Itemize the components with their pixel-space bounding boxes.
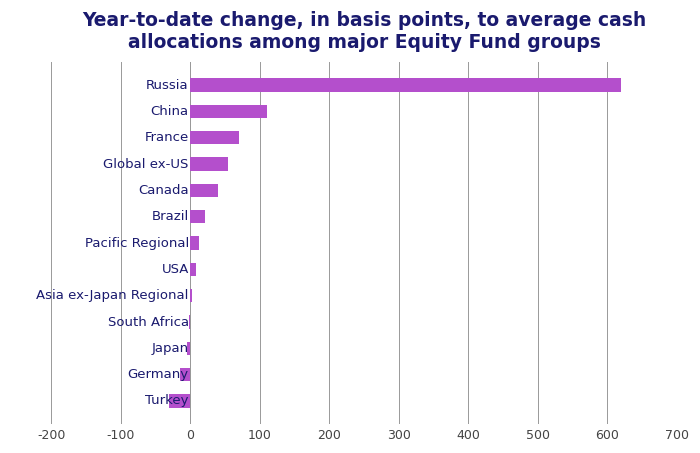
Bar <box>190 289 192 302</box>
Bar <box>190 105 267 118</box>
Text: France: France <box>145 131 189 144</box>
Text: Pacific Regional: Pacific Regional <box>85 236 189 250</box>
Text: Canada: Canada <box>138 184 189 197</box>
Text: China: China <box>150 105 189 118</box>
Bar <box>190 236 199 250</box>
Text: USA: USA <box>162 263 189 276</box>
Bar <box>190 263 196 276</box>
Bar <box>169 395 190 408</box>
Text: Global ex-US: Global ex-US <box>104 158 189 170</box>
Bar <box>190 131 239 144</box>
Text: Turkey: Turkey <box>146 395 189 408</box>
Bar <box>189 315 190 328</box>
Bar <box>180 368 190 381</box>
Title: Year-to-date change, in basis points, to average cash
allocations among major Eq: Year-to-date change, in basis points, to… <box>82 11 646 52</box>
Bar <box>190 210 206 223</box>
Bar <box>187 342 190 355</box>
Text: Russia: Russia <box>146 78 189 92</box>
Bar <box>190 158 228 171</box>
Text: Brazil: Brazil <box>152 210 189 223</box>
Text: Japan: Japan <box>152 342 189 355</box>
Text: South Africa: South Africa <box>108 315 189 328</box>
Bar <box>190 184 218 197</box>
Text: Asia ex-Japan Regional: Asia ex-Japan Regional <box>36 289 189 302</box>
Text: Germany: Germany <box>127 368 189 381</box>
Bar <box>190 78 622 92</box>
